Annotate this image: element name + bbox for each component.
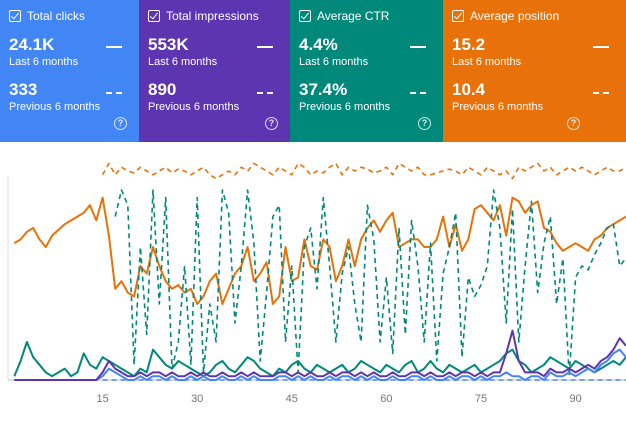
card-period: Last 6 months	[148, 56, 218, 68]
checkbox-icon[interactable]	[452, 10, 464, 22]
dashed-line-legend-icon	[106, 92, 122, 94]
card-label: Total impressions	[166, 9, 259, 23]
x-tick-label: 75	[475, 393, 487, 405]
series-layer	[13, 162, 626, 381]
card-value: 4.4%	[299, 35, 338, 54]
solid-line-legend-icon	[593, 46, 609, 48]
card-value: 15.2	[452, 35, 486, 54]
series-line-average-ctr-previous-6-months	[114, 189, 626, 377]
dashed-line-legend-icon	[410, 92, 426, 94]
x-tick-label: 45	[286, 393, 298, 405]
card-period: Last 6 months	[452, 56, 522, 68]
help-icon[interactable]: ?	[567, 117, 580, 130]
help-icon[interactable]: ?	[114, 117, 127, 130]
card-previous-period: Previous 6 months	[148, 101, 240, 113]
metric-cards: Total clicks 24.1K Last 6 months 333 Pre…	[0, 0, 626, 142]
x-tick-label: 60	[380, 393, 392, 405]
card-previous-value: 10.4	[452, 80, 486, 99]
x-tick-labels: 15 30 45 60 75 90	[96, 393, 581, 405]
checkbox-icon[interactable]	[9, 10, 21, 22]
help-icon[interactable]: ?	[418, 117, 431, 130]
dashed-line-legend-icon	[257, 92, 273, 94]
card-previous-value: 890	[148, 80, 177, 99]
card-average-position[interactable]: Average position 15.2 Last 6 months 10.4…	[443, 0, 626, 142]
x-tick-label: 15	[96, 393, 108, 405]
card-previous-value: 333	[9, 80, 38, 99]
card-label: Average CTR	[317, 9, 390, 23]
solid-line-legend-icon	[257, 46, 273, 48]
series-line-total-impressions-last-6-months	[14, 329, 626, 381]
card-value: 553K	[148, 35, 189, 54]
dashed-line-legend-icon	[593, 92, 609, 94]
x-tick-label: 30	[191, 393, 203, 405]
solid-line-legend-icon	[106, 46, 122, 48]
card-previous-value: 37.4%	[299, 80, 348, 99]
card-period: Last 6 months	[299, 56, 369, 68]
solid-line-legend-icon	[410, 46, 426, 48]
checkbox-icon[interactable]	[148, 10, 160, 22]
card-total-clicks[interactable]: Total clicks 24.1K Last 6 months 333 Pre…	[0, 0, 139, 142]
card-previous-period: Previous 6 months	[9, 101, 101, 113]
help-icon[interactable]: ?	[265, 117, 278, 130]
card-label: Average position	[470, 9, 560, 23]
checkbox-icon[interactable]	[299, 10, 311, 22]
performance-chart: 15 30 45 60 75 90	[7, 162, 626, 405]
series-line-average-position-previous-6-months	[101, 162, 626, 180]
card-average-ctr[interactable]: Average CTR 4.4% Last 6 months 37.4% Pre…	[290, 0, 443, 142]
card-total-impressions[interactable]: Total impressions 553K Last 6 months 890…	[139, 0, 290, 142]
card-period: Last 6 months	[9, 56, 79, 68]
x-tick-label: 90	[569, 393, 581, 405]
card-value: 24.1K	[9, 35, 55, 54]
card-previous-period: Previous 6 months	[299, 101, 391, 113]
card-label: Total clicks	[27, 9, 86, 23]
series-line-average-ctr-last-6-months	[13, 341, 626, 378]
card-previous-period: Previous 6 months	[452, 101, 544, 113]
